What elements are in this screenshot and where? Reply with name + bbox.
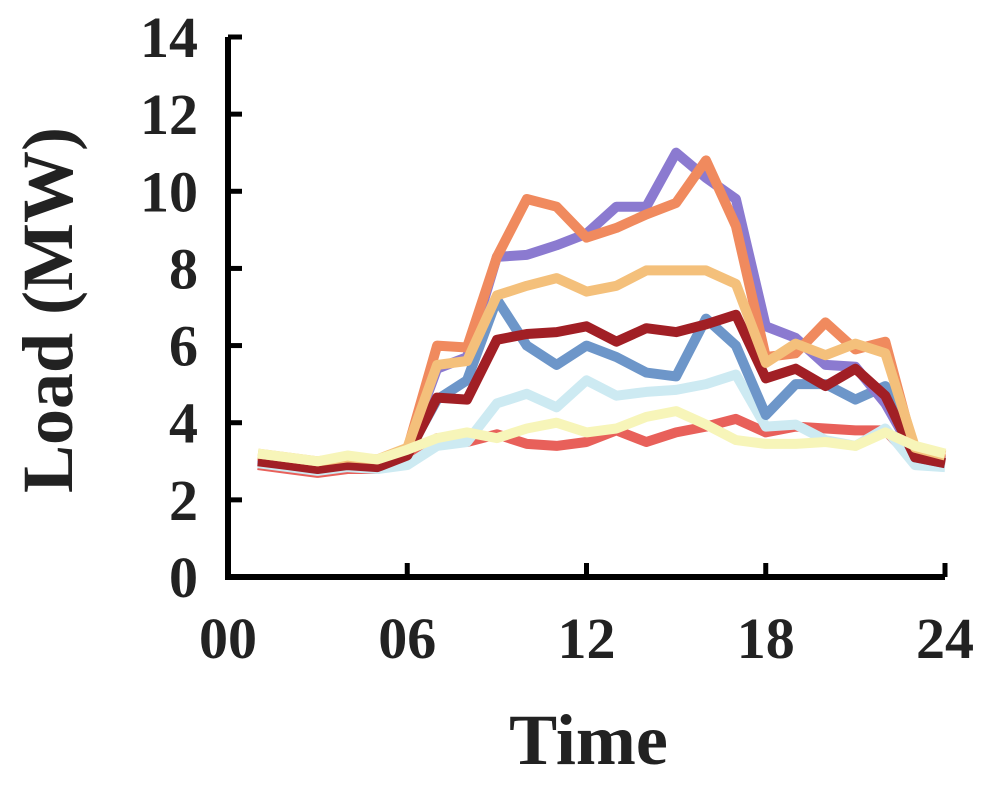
series-line-6 [257, 309, 946, 474]
x-tick-label: 00 [199, 606, 257, 671]
y-tick-label: 4 [169, 391, 198, 456]
series-line-8 [257, 406, 947, 467]
axes [225, 37, 945, 580]
x-ticks: 00 06 12 18 24 [199, 563, 974, 671]
y-ticks: 0 2 4 6 8 10 12 14 [140, 5, 242, 610]
x-tick-label: 24 [916, 606, 974, 671]
y-tick-label: 6 [169, 314, 198, 379]
x-tick-label: 12 [558, 606, 616, 671]
x-tick-label: 18 [737, 606, 795, 671]
y-tick-label: 0 [169, 545, 198, 610]
y-tick-label: 12 [140, 82, 198, 147]
y-tick-label: 10 [140, 159, 198, 224]
y-tick-label: 2 [169, 468, 198, 533]
y-tick-label: 14 [140, 5, 198, 70]
series-line-4 [257, 147, 946, 471]
series-line-5 [257, 155, 946, 469]
x-tick-label: 06 [378, 606, 436, 671]
y-tick-label: 8 [169, 236, 198, 301]
series-layer [257, 147, 947, 478]
x-axis-title: Time [509, 700, 668, 780]
y-axis-title: Load (MW) [8, 127, 88, 493]
